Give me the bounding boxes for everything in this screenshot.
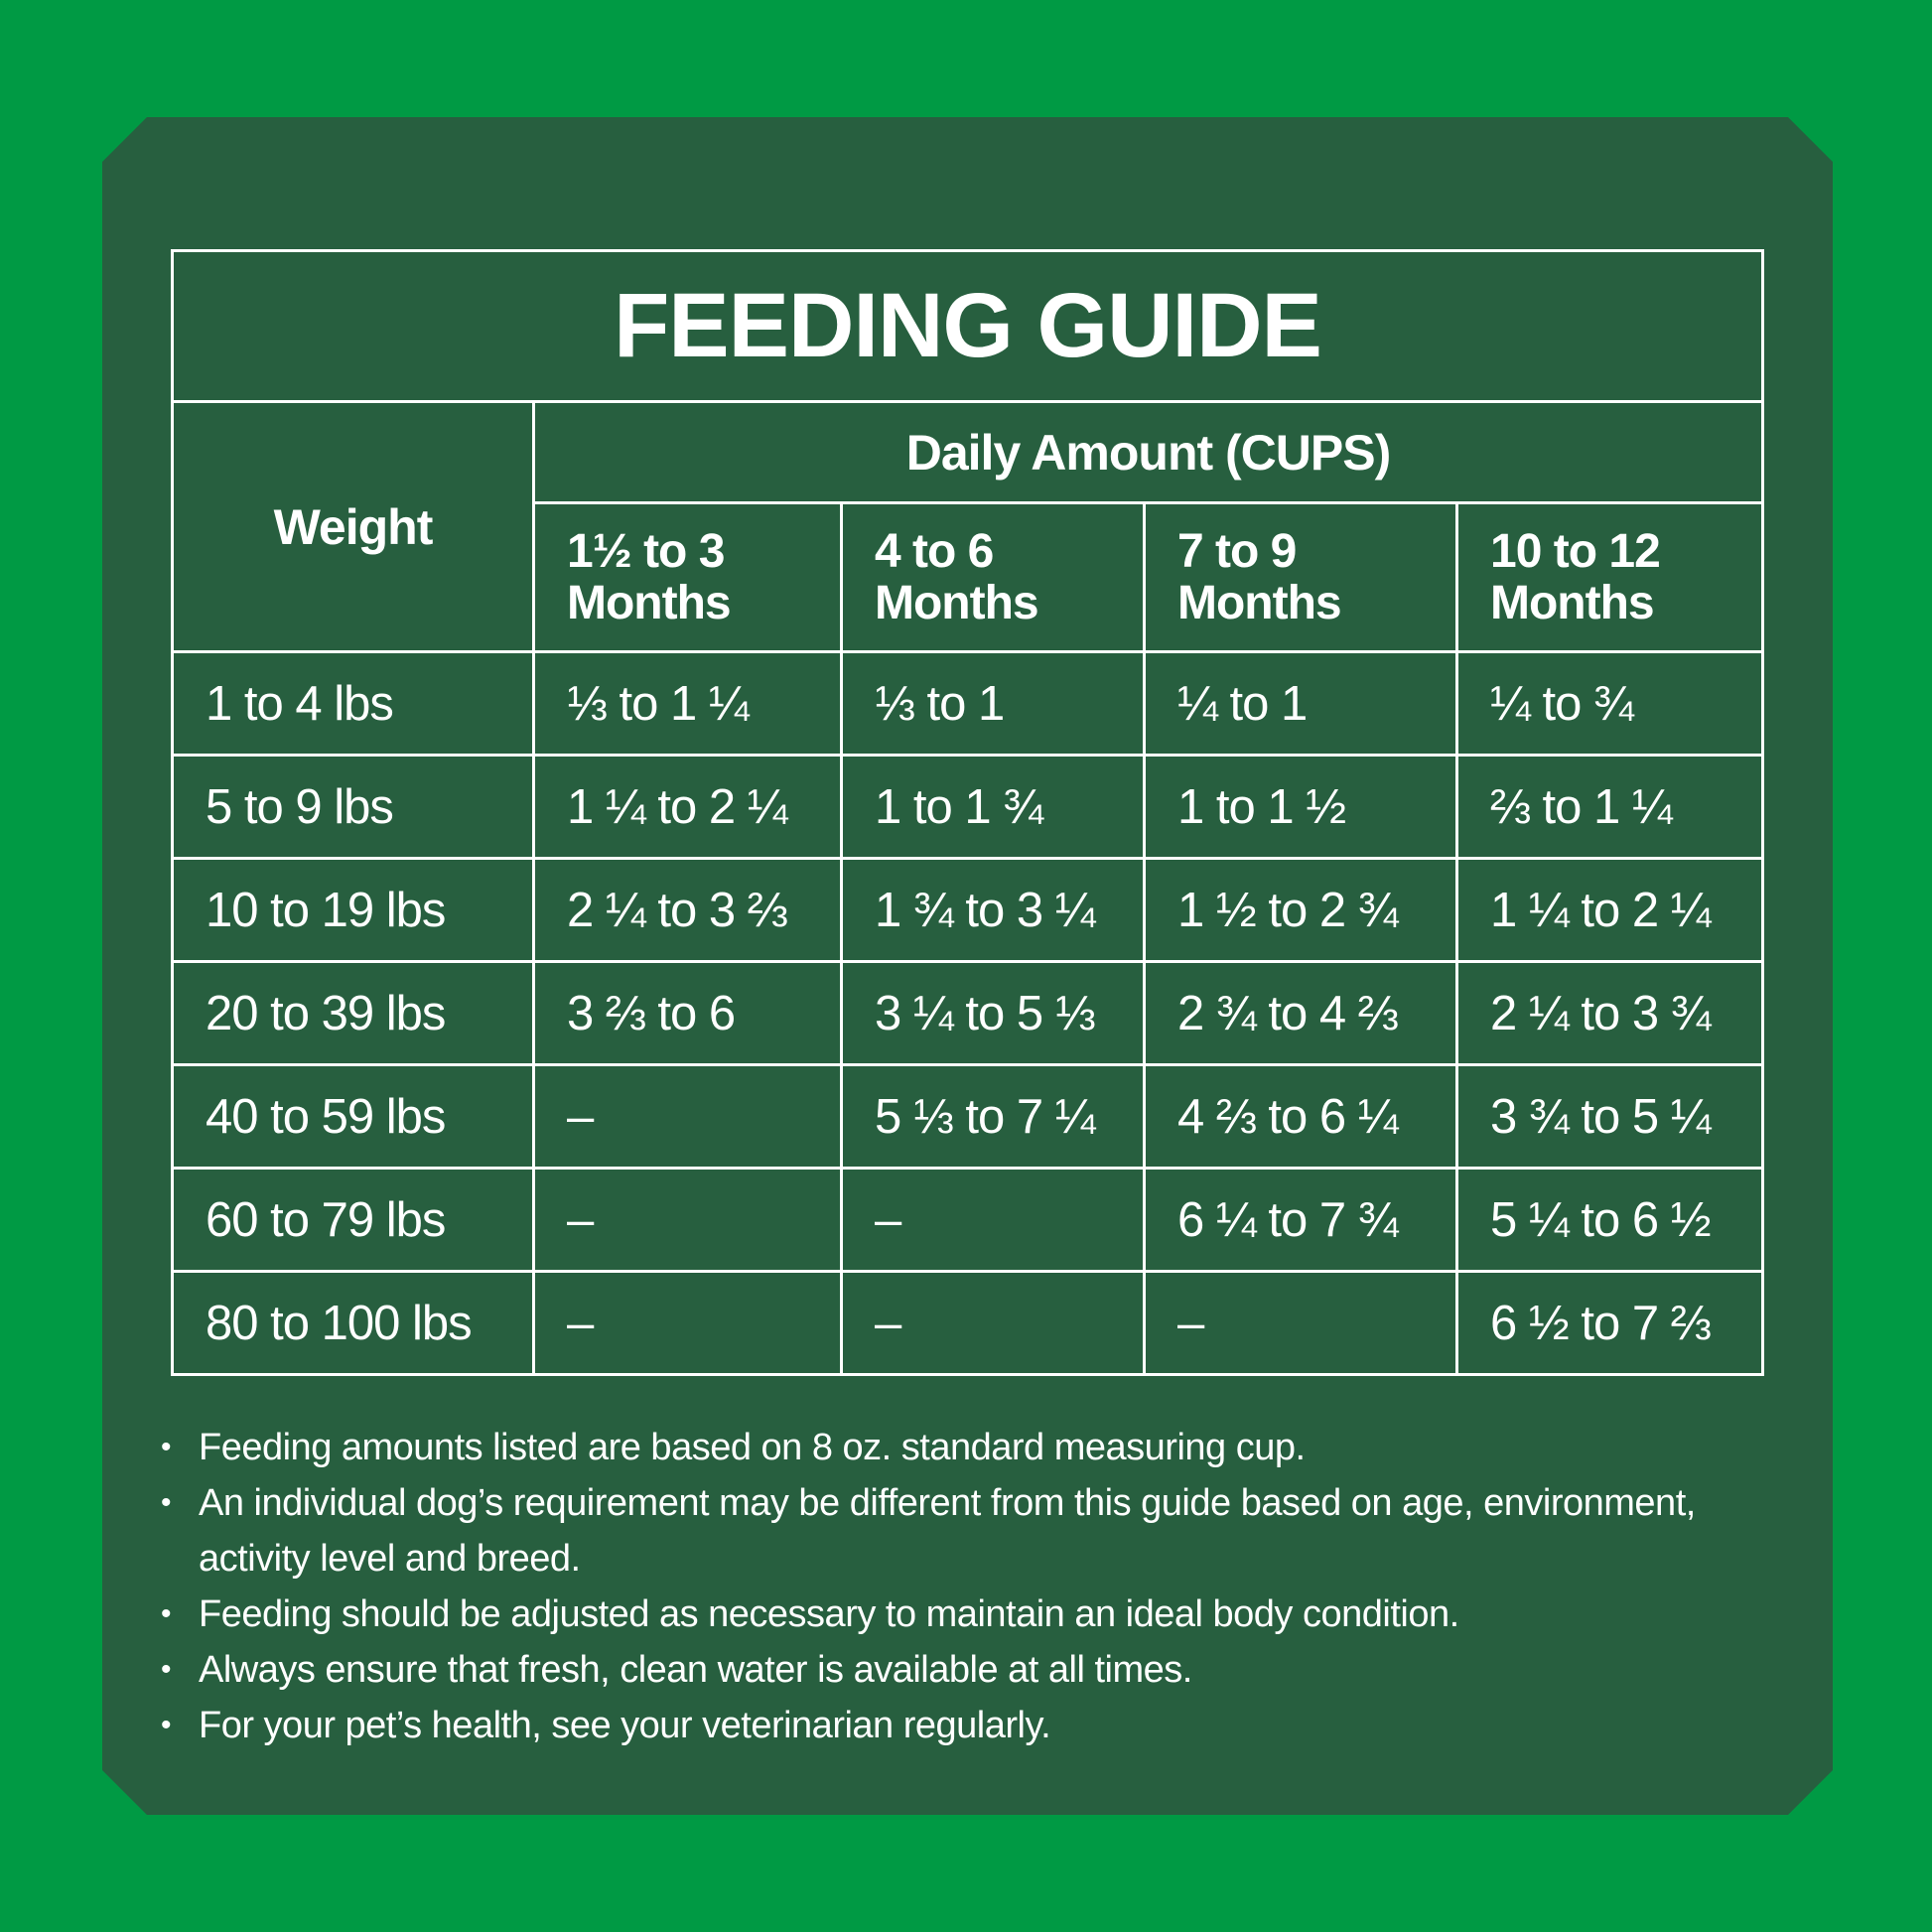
weight-column-header: Weight (171, 400, 535, 653)
weight-cell: 60 to 79 lbs (171, 1167, 535, 1273)
amount-cell: – (1143, 1270, 1458, 1376)
list-item: • Feeding should be adjusted as necessary… (161, 1587, 1710, 1642)
age-range-label: 1½ to 3 (567, 524, 725, 578)
age-unit-label: Months (875, 576, 1039, 629)
amount-cell: 3 ¾ to 5 ¼ (1455, 1063, 1764, 1170)
bullet-icon: • (161, 1653, 172, 1686)
amount-cell: – (840, 1270, 1146, 1376)
note-text: Feeding should be adjusted as necessary … (199, 1593, 1459, 1635)
age-range-label: 7 to 9 (1177, 524, 1297, 578)
amount-cell: 1 ½ to 2 ¾ (1143, 857, 1458, 963)
amount-cell: – (532, 1270, 843, 1376)
table-row: 20 to 39 lbs 3 ⅔ to 6 3 ¼ to 5 ⅓ 2 ¾ to … (171, 960, 1764, 1066)
amount-cell: ⅔ to 1 ¼ (1455, 754, 1764, 860)
age-range-label: 4 to 6 (875, 524, 994, 578)
note-text: Always ensure that fresh, clean water is… (199, 1649, 1192, 1691)
weight-cell: 40 to 59 lbs (171, 1063, 535, 1170)
bullet-icon: • (161, 1486, 172, 1519)
list-item: • For your pet’s health, see your veterin… (161, 1698, 1710, 1753)
amount-cell: 1 ¼ to 2 ¼ (532, 754, 843, 860)
list-item: • Always ensure that fresh, clean water i… (161, 1642, 1710, 1698)
header-row-2: 1½ to 3 Months 4 to 6 Months 7 to 9 Mont… (173, 501, 1764, 653)
table-row: 10 to 19 lbs 2 ¼ to 3 ⅔ 1 ¾ to 3 ¼ 1 ½ t… (171, 857, 1764, 963)
note-text: Feeding amounts listed are based on 8 oz… (199, 1427, 1306, 1468)
header-row-1: Weight Daily Amount (CUPS) (171, 400, 1764, 653)
weight-cell: 20 to 39 lbs (171, 960, 535, 1066)
note-text: An individual dog’s requirement may be d… (199, 1482, 1696, 1580)
age-column-header: 4 to 6 Months (840, 501, 1146, 653)
amount-cell: 5 ¼ to 6 ½ (1455, 1167, 1764, 1273)
age-unit-label: Months (567, 576, 732, 629)
amount-cell: 3 ¼ to 5 ⅓ (840, 960, 1146, 1066)
amount-cell: ⅓ to 1 ¼ (532, 650, 843, 757)
feeding-guide-table: FEEDING GUIDE Weight Daily Amount (CUPS)… (171, 249, 1764, 1376)
amount-cell: 1 ¾ to 3 ¼ (840, 857, 1146, 963)
page-title: FEEDING GUIDE (171, 249, 1764, 403)
table-row: 80 to 100 lbs – – – 6 ½ to 7 ⅔ (171, 1270, 1764, 1376)
age-column-header: 10 to 12 Months (1455, 501, 1764, 653)
note-text: For your pet’s health, see your veterina… (199, 1705, 1051, 1746)
table-row: 5 to 9 lbs 1 ¼ to 2 ¼ 1 to 1 ¾ 1 to 1 ½ … (171, 754, 1764, 860)
amount-cell: – (840, 1167, 1146, 1273)
amount-cell: 3 ⅔ to 6 (532, 960, 843, 1066)
amount-cell: – (532, 1063, 843, 1170)
amount-cell: 2 ¾ to 4 ⅔ (1143, 960, 1458, 1066)
weight-cell: 1 to 4 lbs (171, 650, 535, 757)
age-unit-label: Months (1177, 576, 1342, 629)
amount-cell: ¼ to 1 (1143, 650, 1458, 757)
bullet-icon: • (161, 1431, 172, 1463)
weight-cell: 5 to 9 lbs (171, 754, 535, 860)
table-row: 40 to 59 lbs – 5 ⅓ to 7 ¼ 4 ⅔ to 6 ¼ 3 ¾… (171, 1063, 1764, 1170)
amount-cell: 5 ⅓ to 7 ¼ (840, 1063, 1146, 1170)
weight-cell: 80 to 100 lbs (171, 1270, 535, 1376)
table-row: 60 to 79 lbs – – 6 ¼ to 7 ¾ 5 ¼ to 6 ½ (171, 1167, 1764, 1273)
age-column-header: 1½ to 3 Months (532, 501, 843, 653)
age-unit-label: Months (1490, 576, 1655, 629)
amount-cell: 1 to 1 ¾ (840, 754, 1146, 860)
amount-cell: 1 ¼ to 2 ¼ (1455, 857, 1764, 963)
age-column-header: 7 to 9 Months (1143, 501, 1458, 653)
bullet-icon: • (161, 1597, 172, 1630)
bullet-icon: • (161, 1709, 172, 1741)
amount-cell: ⅓ to 1 (840, 650, 1146, 757)
weight-cell: 10 to 19 lbs (171, 857, 535, 963)
amount-cell: 6 ½ to 7 ⅔ (1455, 1270, 1764, 1376)
list-item: • Feeding amounts listed are based on 8 o… (161, 1420, 1710, 1475)
daily-amount-header: Daily Amount (CUPS) (532, 400, 1764, 504)
amount-cell: 2 ¼ to 3 ⅔ (532, 857, 843, 963)
age-range-label: 10 to 12 (1490, 524, 1661, 578)
feeding-notes: • Feeding amounts listed are based on 8 o… (161, 1420, 1710, 1753)
amount-cell: – (532, 1167, 843, 1273)
table-row: 1 to 4 lbs ⅓ to 1 ¼ ⅓ to 1 ¼ to 1 ¼ to ¾ (171, 650, 1764, 757)
title-row: FEEDING GUIDE (171, 249, 1764, 403)
amount-cell: ¼ to ¾ (1455, 650, 1764, 757)
amount-cell: 1 to 1 ½ (1143, 754, 1458, 860)
amount-cell: 2 ¼ to 3 ¾ (1455, 960, 1764, 1066)
list-item: • An individual dog’s requirement may be … (161, 1475, 1710, 1587)
amount-cell: 4 ⅔ to 6 ¼ (1143, 1063, 1458, 1170)
amount-cell: 6 ¼ to 7 ¾ (1143, 1167, 1458, 1273)
